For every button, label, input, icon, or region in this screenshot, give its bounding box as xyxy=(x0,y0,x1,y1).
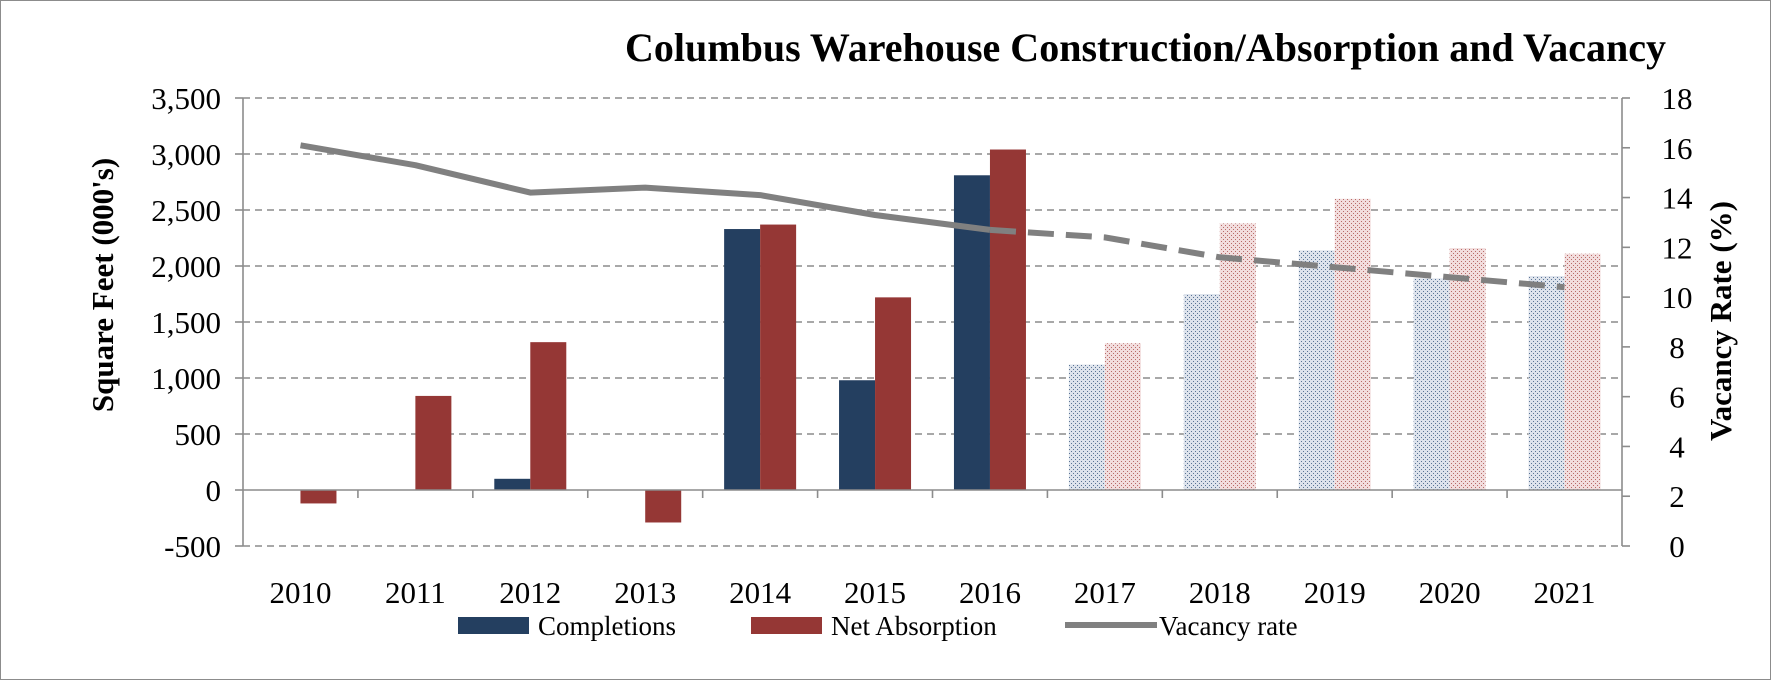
left-tick-label: 2,500 xyxy=(151,193,221,228)
bar-completions-2019 xyxy=(1298,250,1335,490)
right-tick-label: 4 xyxy=(1669,429,1685,464)
x-tick-label: 2014 xyxy=(729,575,792,610)
right-tick-labels: 0 2 4 6 8 10 12 14 16 18 xyxy=(1662,81,1694,564)
vacancy-line-forecast xyxy=(989,226,1565,291)
x-tick-label: 2011 xyxy=(385,575,446,610)
bar-completions-2015 xyxy=(839,380,876,490)
x-tick-labels: 2010 2011 2012 2013 2014 2015 2016 2017 2018 2019… xyxy=(269,575,1595,610)
right-tick-label: 18 xyxy=(1662,81,1693,116)
x-tick-label: 2021 xyxy=(1534,575,1596,610)
bar-completions-2014 xyxy=(724,229,761,491)
left-tick-label: 1,000 xyxy=(151,361,221,396)
right-tick-label: 0 xyxy=(1669,529,1685,564)
right-axis-label: Vacancy Rate (%) xyxy=(1703,201,1738,441)
bar-completions-2016 xyxy=(953,175,990,490)
left-tick-label: 1,500 xyxy=(151,305,221,340)
legend-swatch-completions xyxy=(458,617,529,634)
right-tick-label: 6 xyxy=(1669,380,1685,415)
bar-net-absorption-2015 xyxy=(875,297,912,490)
bar-net-absorption-2016 xyxy=(989,149,1026,490)
right-tick-label: 16 xyxy=(1662,131,1693,166)
x-tick-label: 2020 xyxy=(1419,575,1481,610)
right-tick-label: 8 xyxy=(1669,330,1685,365)
bar-net-absorption-2018 xyxy=(1219,223,1256,490)
chart-title: Columbus Warehouse Construction/Absorpti… xyxy=(625,25,1666,70)
bar-net-absorption-2019 xyxy=(1334,198,1371,491)
bar-net-absorption-2011 xyxy=(415,395,452,490)
grid-lines xyxy=(243,97,1622,547)
legend-label-completions: Completions xyxy=(538,611,676,641)
left-tick-label: 3,500 xyxy=(151,81,221,116)
right-tick-label: 12 xyxy=(1662,230,1693,265)
left-axis-label: Square Feet (000's) xyxy=(85,158,120,412)
x-tick-label: 2015 xyxy=(844,575,906,610)
bar-completions-2021 xyxy=(1528,276,1565,490)
bar-net-absorption-2017 xyxy=(1104,343,1141,490)
left-tick-label: 3,000 xyxy=(151,137,221,172)
x-tick-label: 2012 xyxy=(499,575,561,610)
axes xyxy=(235,97,1630,547)
left-tick-label: 2,000 xyxy=(151,249,221,284)
vacancy-line xyxy=(299,142,1565,291)
legend-swatch-net-absorption xyxy=(751,617,822,634)
left-tick-label: -500 xyxy=(164,529,221,564)
bar-series xyxy=(300,149,1601,523)
x-tick-label: 2017 xyxy=(1074,575,1136,610)
right-tick-label: 2 xyxy=(1669,479,1685,514)
vacancy-line-actual xyxy=(299,142,991,233)
bar-net-absorption-2010 xyxy=(300,490,337,504)
x-tick-label: 2016 xyxy=(959,575,1021,610)
legend: Completions Net Absorption Vacancy rate xyxy=(458,611,1298,641)
bar-completions-2020 xyxy=(1413,278,1450,490)
x-tick-label: 2013 xyxy=(614,575,676,610)
bar-net-absorption-2020 xyxy=(1449,248,1486,490)
x-tick-label: 2019 xyxy=(1304,575,1366,610)
x-tick-label: 2018 xyxy=(1189,575,1251,610)
bar-completions-2017 xyxy=(1068,364,1105,490)
bar-net-absorption-2012 xyxy=(530,342,567,490)
bar-net-absorption-2014 xyxy=(760,224,797,490)
bar-net-absorption-2021 xyxy=(1564,253,1601,490)
legend-label-vacancy-rate: Vacancy rate xyxy=(1159,611,1298,641)
left-tick-labels: -500 0 500 1,000 1,500 2,000 2,500 3,000 3,500 xyxy=(151,81,221,564)
bar-completions-2012 xyxy=(494,478,531,490)
x-tick-label: 2010 xyxy=(269,575,331,610)
left-tick-label: 0 xyxy=(206,473,222,508)
right-tick-label: 14 xyxy=(1662,181,1694,216)
bar-net-absorption-2013 xyxy=(645,490,682,523)
bar-completions-2018 xyxy=(1183,294,1220,490)
right-tick-label: 10 xyxy=(1662,280,1693,315)
legend-label-net-absorption: Net Absorption xyxy=(831,611,997,641)
left-tick-label: 500 xyxy=(175,417,222,452)
